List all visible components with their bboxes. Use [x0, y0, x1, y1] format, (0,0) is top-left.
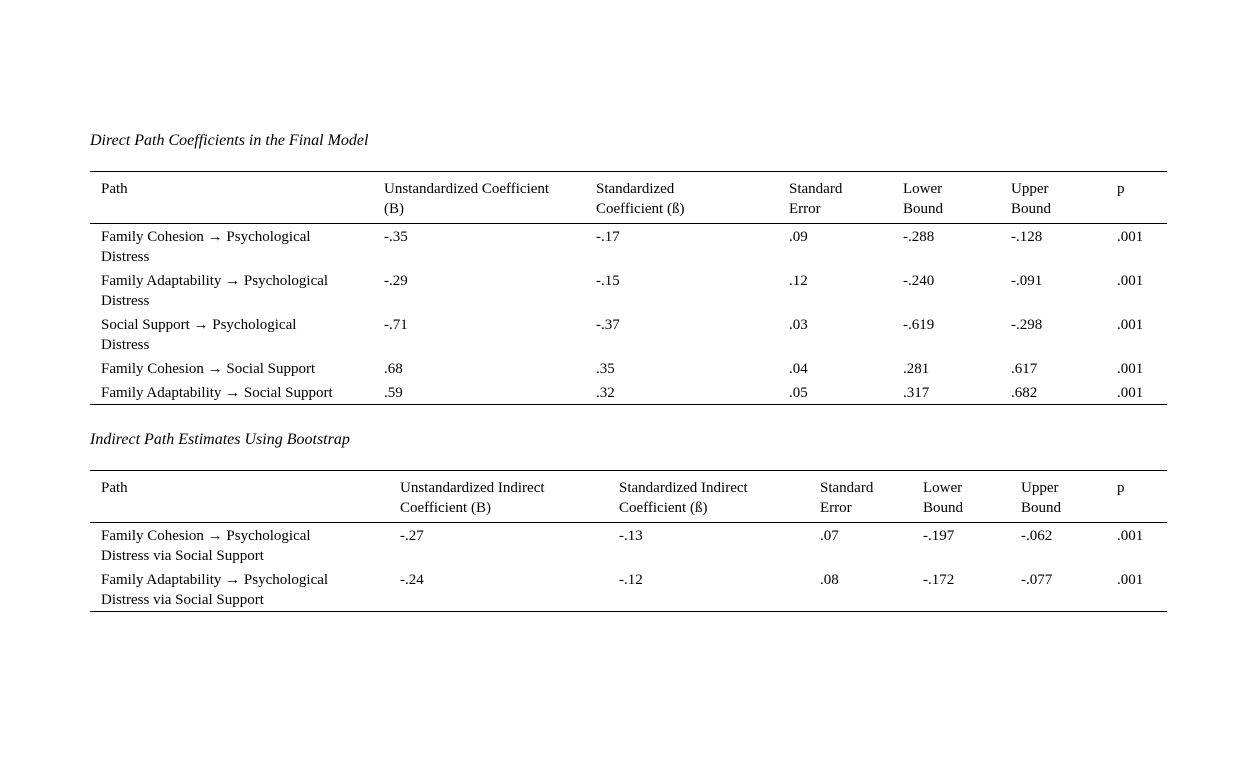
table-row: Family Adaptability → Social Support .59.…	[90, 380, 1167, 405]
value-cell: -.077	[1021, 567, 1117, 612]
column-header: Unstandardized Coefficient (B)	[384, 171, 596, 224]
table-row: Family Cohesion → Social Support .68 .35 .0…	[90, 356, 1167, 380]
value-cell: .12	[789, 273, 808, 289]
value-cell: .35	[596, 361, 615, 377]
column-header: Lower Bound	[903, 171, 1011, 224]
value-cell: .281	[903, 361, 930, 377]
table-row: Family Adaptability → Psychological Dist…	[90, 567, 1167, 612]
column-header: Path	[90, 171, 384, 224]
table-row: Family Cohesion → Psychological Distress…	[90, 523, 1167, 568]
value-cell: .32	[596, 380, 789, 405]
value-cell: .04	[789, 361, 808, 377]
direct-path-coefficients-table: Path Unstandardized Coefficient (B) Standa…	[90, 171, 1167, 405]
path-cell: Family Adaptability → Social Support	[90, 380, 384, 405]
value-cell: .59	[384, 380, 596, 405]
value-cell: .001	[1117, 229, 1144, 245]
value-cell: .001	[1117, 273, 1144, 289]
path-cell: Family Cohesion → Psychological Distress…	[101, 528, 311, 564]
column-header: p	[1117, 470, 1167, 523]
table-row: Family Adaptability → Psychological Dist…	[90, 268, 1167, 312]
table-header-row: Path Unstandardized Indirect Coefficient …	[90, 470, 1167, 523]
column-header: Standard Error	[789, 171, 903, 224]
value-cell: .05	[789, 380, 903, 405]
column-header: Lower Bound	[923, 470, 1021, 523]
value-cell: -.29	[384, 273, 408, 289]
value-cell: -.12	[619, 567, 820, 612]
table-title-direct-paths: Direct Path Coefficients in the Final Mo…	[90, 132, 369, 149]
value-cell: -.17	[596, 229, 620, 245]
value-cell: .09	[789, 229, 808, 245]
value-cell: -.172	[923, 567, 1021, 612]
column-header: Standardized Coefficient (ß)	[596, 171, 789, 224]
table-header-row: Path Unstandardized Coefficient (B) Standa…	[90, 171, 1167, 224]
value-cell: .001	[1117, 361, 1144, 377]
column-header: Path	[90, 470, 400, 523]
table-row: Family Cohesion → Psychological Distress…	[90, 224, 1167, 269]
value-cell: -.298	[1011, 317, 1043, 333]
value-cell: -.13	[619, 528, 643, 544]
value-cell: -.619	[903, 317, 935, 333]
table-row: Social Support → Psychological Distress -…	[90, 312, 1167, 356]
value-cell: .03	[789, 317, 808, 333]
value-cell: -.71	[384, 317, 408, 333]
value-cell: .317	[903, 380, 1011, 405]
value-cell: -.288	[903, 229, 935, 245]
value-cell: -.128	[1011, 229, 1043, 245]
table-body: Family Cohesion → Psychological Distress…	[90, 523, 1167, 612]
value-cell: .08	[820, 567, 923, 612]
value-cell: -.27	[400, 528, 424, 544]
value-cell: .001	[1117, 567, 1167, 612]
indirect-path-estimates-table: Path Unstandardized Indirect Coefficient …	[90, 470, 1167, 612]
value-cell: -.062	[1021, 528, 1053, 544]
column-header: Upper Bound	[1011, 171, 1117, 224]
value-cell: .001	[1117, 380, 1167, 405]
value-cell: -.15	[596, 273, 620, 289]
value-cell: -.35	[384, 229, 408, 245]
value-cell: -.24	[400, 567, 619, 612]
table-title-indirect-paths: Indirect Path Estimates Using Bootstrap	[90, 431, 350, 448]
column-header: Upper Bound	[1021, 470, 1117, 523]
path-cell: Family Adaptability → Psychological Dist…	[90, 567, 400, 612]
value-cell: -.37	[596, 317, 620, 333]
path-cell: Family Cohesion → Psychological Distress	[101, 229, 311, 265]
path-cell: Family Cohesion → Social Support	[101, 361, 316, 377]
value-cell: .07	[820, 528, 839, 544]
value-cell: .001	[1117, 528, 1144, 544]
value-cell: .617	[1011, 361, 1038, 377]
value-cell: .68	[384, 361, 403, 377]
column-header: p	[1117, 171, 1167, 224]
column-header: Standard Error	[820, 470, 923, 523]
value-cell: -.091	[1011, 273, 1043, 289]
column-header: Unstandardized Indirect Coefficient (B)	[400, 470, 619, 523]
value-cell: -.240	[903, 273, 935, 289]
column-header: Standardized Indirect Coefficient (ß)	[619, 470, 820, 523]
value-cell: .001	[1117, 317, 1144, 333]
value-cell: .682	[1011, 380, 1117, 405]
value-cell: -.197	[923, 528, 955, 544]
path-cell: Social Support → Psychological Distress	[101, 317, 297, 353]
table-body: Family Cohesion → Psychological Distress…	[90, 224, 1167, 405]
path-cell: Family Adaptability → Psychological Dist…	[101, 273, 329, 309]
